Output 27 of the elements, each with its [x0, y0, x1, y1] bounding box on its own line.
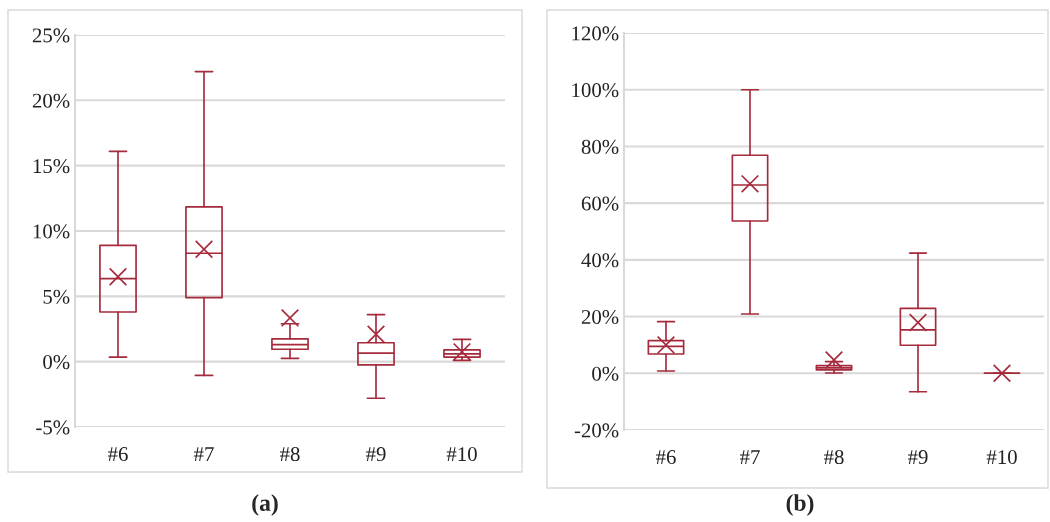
y-tick-label: 40%: [581, 253, 619, 268]
y-tick-label: -5%: [36, 420, 70, 435]
x-tick-label: #10: [986, 450, 1017, 465]
y-tick-label: 20%: [32, 93, 70, 108]
y-tick-label: 25%: [32, 28, 70, 43]
x-tick-label: #9: [365, 447, 386, 462]
y-tick-label: 60%: [581, 196, 619, 211]
x-tick-label: #8: [279, 447, 300, 462]
x-tick-label: #6: [107, 447, 128, 462]
text: (a): [252, 494, 278, 516]
x-tick-label: #6: [655, 450, 676, 465]
x-tick-label: #7: [193, 447, 214, 461]
text: (b): [786, 494, 814, 516]
y-tick-label: 20%: [581, 309, 619, 325]
y-tick-label: -20%: [574, 423, 619, 438]
x-tick-label: #9: [907, 450, 928, 465]
x-tick-label: #8: [823, 450, 844, 465]
y-tick-label: 0%: [43, 355, 70, 370]
y-tick-label: 80%: [581, 139, 619, 154]
y-tick-label: 0%: [592, 366, 619, 381]
y-tick-label: 5%: [43, 289, 70, 304]
y-tick-label: 120%: [572, 26, 619, 41]
y-tick-label: 15%: [33, 159, 70, 174]
x-tick-label: #7: [739, 450, 760, 464]
x-tick-label: #10: [446, 447, 477, 462]
y-tick-label: 100%: [572, 83, 619, 98]
y-tick-label: 10%: [33, 224, 70, 239]
